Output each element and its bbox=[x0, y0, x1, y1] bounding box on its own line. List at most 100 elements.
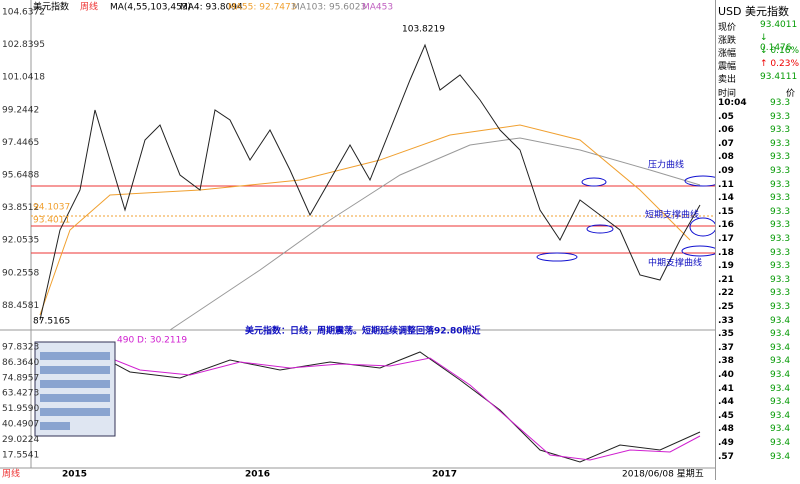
indicator-axis-label: 63.4273 bbox=[2, 389, 39, 399]
ticks-header: 时间 bbox=[718, 89, 737, 99]
tick-time: .21 bbox=[718, 274, 734, 285]
tick-price: 93.4 bbox=[770, 329, 791, 340]
tick-time: .09 bbox=[718, 166, 734, 176]
tick-price: 93.4 bbox=[770, 451, 791, 462]
tick-price: 93.3 bbox=[770, 288, 791, 299]
level2-label: 93.4011 bbox=[33, 216, 70, 226]
tick-price: 93.4 bbox=[770, 342, 791, 353]
tick-time: .40 bbox=[718, 370, 734, 380]
tick-price: 93.4 bbox=[770, 315, 791, 326]
tick-time: .45 bbox=[718, 410, 734, 421]
tick-price: 93.3 bbox=[770, 234, 791, 244]
tick-price: 93.4 bbox=[770, 410, 791, 421]
tick-price: 93.3 bbox=[770, 206, 791, 217]
tick-time: .33 bbox=[718, 315, 734, 326]
short-support-label: 短期支撑曲线 bbox=[645, 209, 699, 221]
tick-time: .06 bbox=[718, 125, 734, 136]
tick-time: .25 bbox=[718, 302, 734, 312]
low-label: 87.5165 bbox=[33, 317, 70, 327]
indicator-label: 490 D: 30.2119 bbox=[117, 336, 187, 346]
tick-time: .22 bbox=[718, 288, 734, 299]
tick-time: .37 bbox=[718, 342, 734, 353]
tick-price: 93.3 bbox=[770, 125, 791, 136]
tick-time: .18 bbox=[718, 247, 734, 258]
tick-time: .16 bbox=[718, 220, 734, 231]
price-axis-label: 102.8395 bbox=[2, 40, 45, 50]
tick-time: .35 bbox=[718, 329, 734, 340]
high-label: 103.8219 bbox=[402, 25, 445, 35]
tick-time: .57 bbox=[718, 451, 734, 462]
quote-label: 涨幅 bbox=[718, 49, 737, 59]
quote-label: 现价 bbox=[718, 23, 737, 33]
quote-title: USD 美元指数 bbox=[718, 5, 790, 18]
price-axis-label: 93.8512 bbox=[2, 203, 39, 213]
ma453: MA453 bbox=[362, 3, 393, 13]
indicator-axis-label: 97.8323 bbox=[2, 343, 39, 353]
tick-price: 93.3 bbox=[770, 220, 791, 231]
tick-price: 93.3 bbox=[770, 274, 791, 285]
title: 美元指数 bbox=[33, 1, 69, 13]
tick-price: 93.4 bbox=[770, 397, 791, 408]
x-axis-label: 2018/06/08 星期五 bbox=[622, 469, 704, 480]
tick-time: .38 bbox=[718, 356, 734, 367]
tick-price: 93.3 bbox=[770, 179, 791, 190]
tick-time: 10:04 bbox=[718, 98, 747, 108]
price-axis-label: 95.6488 bbox=[2, 171, 39, 181]
tick-price: 93.3 bbox=[770, 98, 791, 108]
ma4: MA4: 93.8094 bbox=[180, 3, 243, 13]
price-axis-label: 101.0418 bbox=[2, 73, 45, 83]
tick-price: 93.3 bbox=[770, 138, 791, 149]
ma55: MA55: 92.7473 bbox=[228, 3, 296, 13]
quote-value: ↓ 0.1476 bbox=[760, 33, 792, 53]
tick-time: .19 bbox=[718, 261, 734, 272]
x-axis-label: 2016 bbox=[245, 470, 270, 480]
x-axis-label: 2017 bbox=[432, 470, 457, 480]
tick-time: .17 bbox=[718, 234, 734, 244]
indicator-axis-label: 51.9590 bbox=[2, 404, 39, 414]
indicator-axis-label: 86.3640 bbox=[2, 358, 39, 368]
indicator-axis-label: 29.0224 bbox=[2, 435, 39, 445]
quote-value: ↓ 0.16% bbox=[760, 46, 799, 56]
ma-params: MA(4,55,103,453) bbox=[110, 3, 191, 13]
quote-value: 93.4111 bbox=[760, 72, 798, 82]
tick-price: 93.3 bbox=[770, 166, 791, 176]
tick-time: .48 bbox=[718, 424, 734, 435]
quote-value: 93.4011 bbox=[760, 20, 798, 30]
ticks-header: 价 bbox=[786, 89, 796, 99]
tick-price: 93.3 bbox=[770, 247, 791, 258]
price-axis-label: 88.4581 bbox=[2, 301, 39, 311]
tick-time: .15 bbox=[718, 206, 734, 217]
price-axis-label: 90.2558 bbox=[2, 268, 39, 278]
period-tab: 周线 bbox=[2, 468, 20, 480]
price-axis-label: 92.0535 bbox=[2, 236, 39, 246]
ma103: MA103: 95.6023 bbox=[292, 3, 366, 13]
tick-time: .41 bbox=[718, 383, 734, 394]
tick-price: 93.3 bbox=[770, 302, 791, 312]
tick-price: 93.4 bbox=[770, 356, 791, 367]
quote-label: 卖出 bbox=[718, 75, 737, 85]
tick-price: 93.3 bbox=[770, 111, 791, 122]
tick-time: .49 bbox=[718, 438, 734, 448]
x-axis-label: 2015 bbox=[62, 470, 87, 480]
tick-time: .08 bbox=[718, 152, 734, 163]
mid-support-label: 中期支撑曲线 bbox=[648, 257, 702, 269]
tick-time: .44 bbox=[718, 397, 734, 408]
tick-price: 93.3 bbox=[770, 261, 791, 272]
indicator-axis-label: 74.8957 bbox=[2, 373, 39, 383]
quote-panel: USD 美元指数 现价 93.4011 涨跌 ↓ 0.1476 涨幅 ↓ 0.16% 震幅 ↑ … bbox=[715, 0, 800, 480]
tick-time: .11 bbox=[718, 179, 734, 190]
quote-label: 震幅 bbox=[718, 62, 737, 72]
tick-price: 93.4 bbox=[770, 424, 791, 435]
pressure-label: 压力曲线 bbox=[648, 159, 684, 171]
tick-price: 93.4 bbox=[770, 370, 791, 380]
period: 周线 bbox=[80, 1, 98, 13]
tick-price: 93.3 bbox=[770, 193, 791, 204]
level1-label: 94.1037 bbox=[33, 203, 70, 213]
price-axis-label: 104.6372 bbox=[2, 8, 45, 18]
quote-label: 涨跌 bbox=[718, 36, 737, 46]
tick-price: 93.4 bbox=[770, 383, 791, 394]
chart: 美元指数 周线 MA(4,55,103,453)MA4: 93.8094MA55: … bbox=[0, 0, 722, 480]
tick-time: .14 bbox=[718, 193, 734, 204]
comment: 美元指数：日线，周期震荡。短期延续调整回落92.80附近 bbox=[245, 325, 480, 337]
